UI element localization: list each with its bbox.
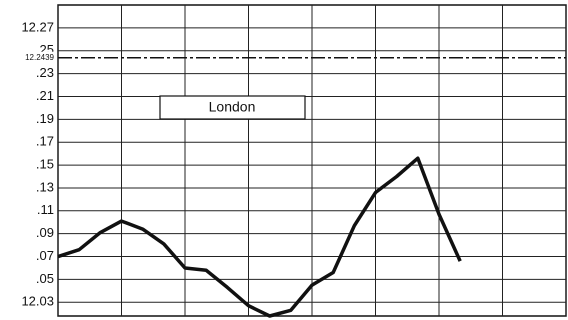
y-tick-label: .09 <box>36 225 54 240</box>
reference-label-bg <box>0 51 56 64</box>
y-tick-label: 12.03 <box>21 294 54 309</box>
y-tick-label: .21 <box>36 88 54 103</box>
reference-label: 12.2439 <box>25 53 54 62</box>
y-tick-label: .19 <box>36 111 54 126</box>
legend: London <box>159 95 306 120</box>
y-tick-label: .13 <box>36 179 54 194</box>
data-line <box>57 156 462 318</box>
y-tick-label: .15 <box>36 157 54 172</box>
legend-box <box>159 95 306 120</box>
y-tick-label: .11 <box>37 202 54 217</box>
y-tick-label: .17 <box>36 134 54 149</box>
y-tick-label: .05 <box>36 271 54 286</box>
y-tick-label: 12.27 <box>21 19 54 34</box>
y-tick-label: .23 <box>36 65 54 80</box>
legend-label: London <box>209 99 256 115</box>
y-tick-label: .07 <box>36 248 54 263</box>
